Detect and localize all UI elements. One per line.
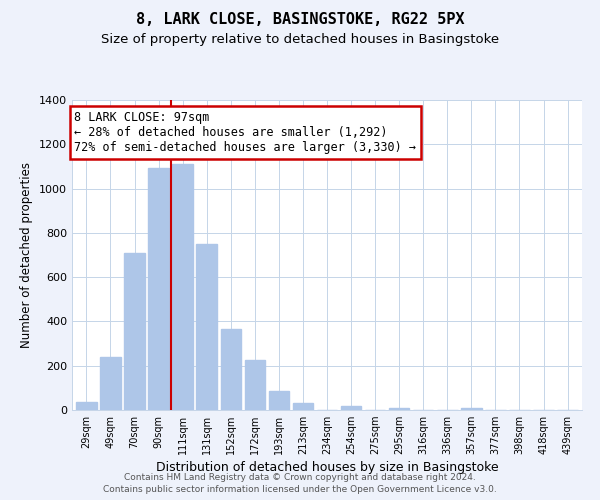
Bar (221, 329, 241, 410)
Bar (100, 357, 121, 410)
Bar (293, 404, 313, 410)
Text: Size of property relative to detached houses in Basingstoke: Size of property relative to detached ho… (101, 32, 499, 46)
Text: 8 LARK CLOSE: 97sqm
← 28% of detached houses are smaller (1,292)
72% of semi-det: 8 LARK CLOSE: 97sqm ← 28% of detached ho… (74, 111, 416, 154)
Bar (461, 408, 482, 410)
Bar (76, 402, 97, 410)
Bar (172, 164, 193, 410)
Bar (269, 390, 289, 410)
Y-axis label: Number of detached properties: Number of detached properties (20, 162, 34, 348)
Text: Contains HM Land Registry data © Crown copyright and database right 2024.: Contains HM Land Registry data © Crown c… (124, 473, 476, 482)
X-axis label: Distribution of detached houses by size in Basingstoke: Distribution of detached houses by size … (155, 462, 499, 474)
Bar (389, 408, 409, 410)
Bar (341, 406, 361, 410)
Bar (245, 360, 265, 410)
Text: 8, LARK CLOSE, BASINGSTOKE, RG22 5PX: 8, LARK CLOSE, BASINGSTOKE, RG22 5PX (136, 12, 464, 28)
Bar (196, 244, 217, 410)
Bar (124, 253, 145, 410)
Bar (148, 168, 169, 410)
Text: Contains public sector information licensed under the Open Government Licence v3: Contains public sector information licen… (103, 484, 497, 494)
